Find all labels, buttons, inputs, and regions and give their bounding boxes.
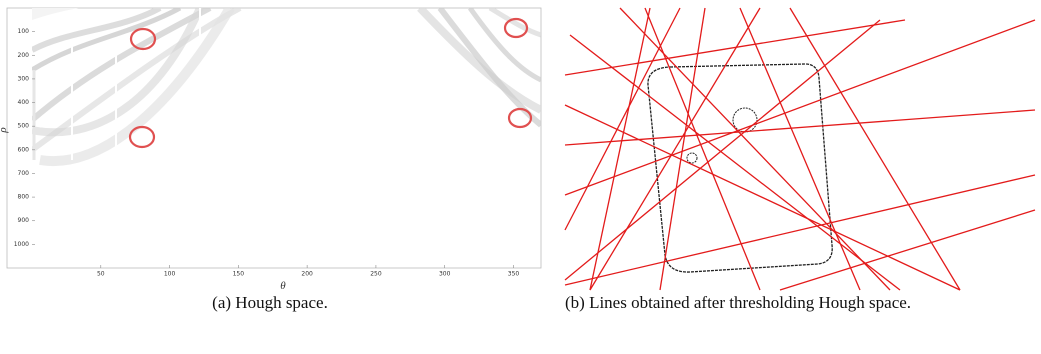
figure: θ ρ 501001502002503003501002003004005006…: [0, 0, 1041, 300]
y-tick-label: 700: [18, 170, 30, 177]
x-tick-label: 50: [97, 271, 105, 278]
y-tick-label: 900: [18, 217, 30, 224]
x-tick-label: 250: [370, 271, 382, 278]
y-tick-label: 200: [18, 52, 30, 59]
x-tick-label: 200: [301, 271, 313, 278]
y-tick-label: 500: [18, 123, 30, 130]
y-tick-label: 400: [18, 99, 30, 106]
y-tick-label: 1000: [14, 241, 29, 248]
y-tick-label: 800: [18, 194, 30, 201]
caption-b: (b) Lines obtained after thresholding Ho…: [565, 290, 1040, 315]
y-tick-label: 100: [18, 28, 30, 35]
page: θ ρ 501001502002503003501002003004005006…: [0, 0, 1041, 354]
x-tick-label: 150: [233, 271, 245, 278]
x-tick-label: 300: [439, 271, 451, 278]
y-tick-label: 600: [18, 146, 30, 153]
lines-image: [565, 8, 1035, 290]
x-tick-label: 100: [164, 271, 176, 278]
y-tick-label: 300: [18, 75, 30, 82]
y-axis-label: ρ: [0, 127, 9, 133]
x-tick-label: 350: [508, 271, 520, 278]
caption-a: (a) Hough space.: [30, 290, 510, 315]
